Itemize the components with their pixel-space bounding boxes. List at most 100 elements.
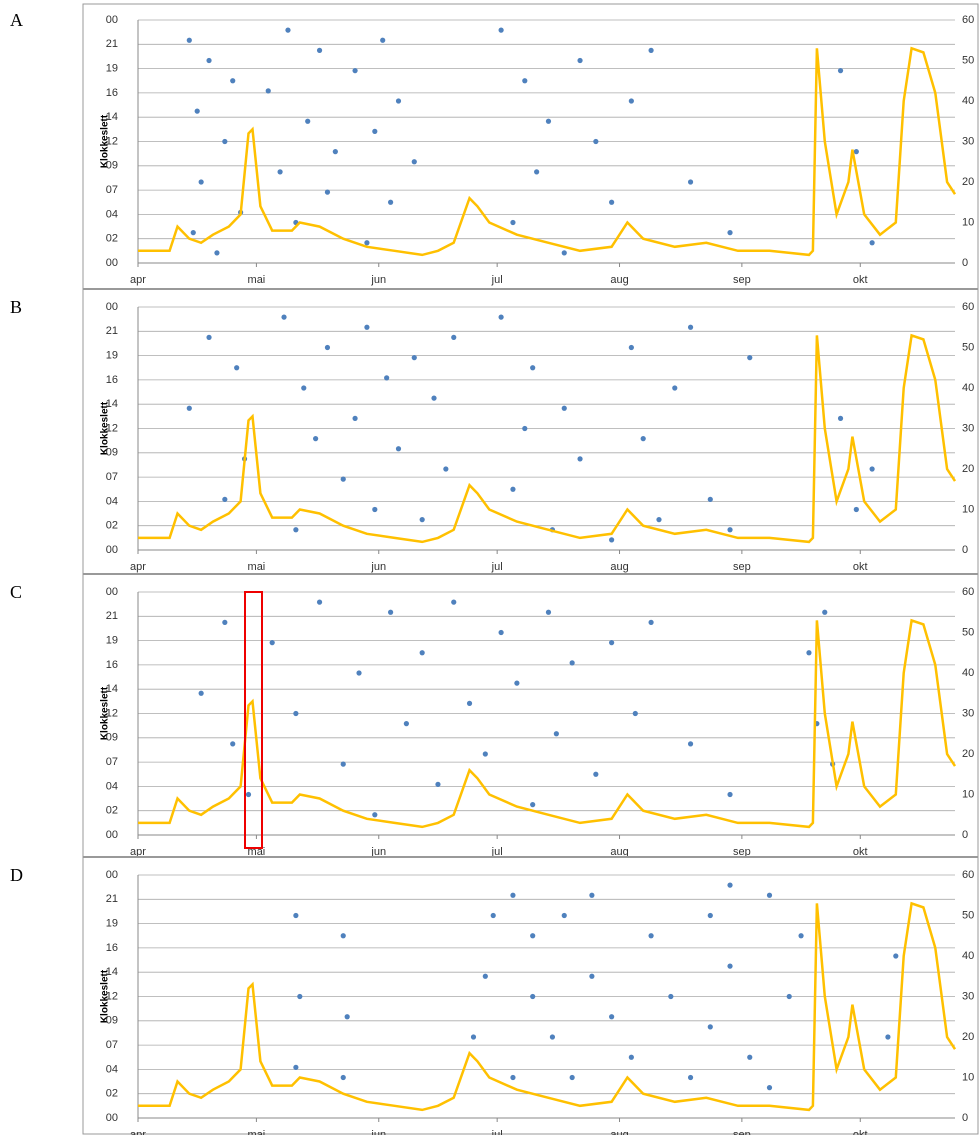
point xyxy=(435,781,441,787)
y2-tick-label: 0 xyxy=(962,257,968,269)
point xyxy=(522,78,528,84)
frame xyxy=(82,3,979,1135)
point xyxy=(372,506,378,513)
y-tick-label: 14 xyxy=(106,966,118,978)
point xyxy=(482,973,488,979)
y-tick-label: 04 xyxy=(106,495,118,507)
x-tick-label: okt xyxy=(853,274,868,286)
y-tick-label: 16 xyxy=(106,374,118,386)
point xyxy=(364,240,370,246)
y-tick-label: 21 xyxy=(106,38,118,50)
point xyxy=(530,802,536,808)
point xyxy=(837,68,844,74)
point xyxy=(324,344,331,351)
point xyxy=(222,138,228,145)
point xyxy=(281,314,287,320)
y-tick-label: 04 xyxy=(106,208,118,220)
y-tick-label: 02 xyxy=(106,805,118,817)
point xyxy=(609,199,615,205)
y2-tick-label: 30 xyxy=(962,135,974,147)
point xyxy=(293,527,299,533)
x-tick-label: apr xyxy=(130,561,146,573)
panel-letter: A xyxy=(10,10,23,30)
y-tick-label: 09 xyxy=(106,160,118,172)
x-tick-label: apr xyxy=(130,846,146,858)
point xyxy=(214,250,220,256)
point xyxy=(593,771,599,777)
point xyxy=(747,1054,753,1060)
point xyxy=(395,98,402,104)
point xyxy=(869,466,875,472)
x-tick-label: jun xyxy=(370,274,386,286)
point xyxy=(869,240,875,246)
point xyxy=(451,334,457,340)
x-tick-label: jun xyxy=(370,846,386,858)
point xyxy=(395,446,402,452)
y-axis-title: Klokkeslett xyxy=(100,969,111,1023)
y-tick-label: 09 xyxy=(106,1015,118,1027)
point xyxy=(419,650,425,656)
y-tick-label: 12 xyxy=(106,990,118,1002)
point xyxy=(297,993,303,1000)
point xyxy=(206,334,212,340)
point xyxy=(498,629,504,636)
point xyxy=(198,690,204,696)
point xyxy=(387,199,394,205)
x-tick-label: okt xyxy=(853,561,868,573)
point xyxy=(443,466,449,472)
y-tick-label: 21 xyxy=(106,325,118,337)
x-tick-label: jul xyxy=(491,846,503,858)
highlight-box xyxy=(244,591,263,849)
point xyxy=(332,149,338,155)
y2-tick-label: 20 xyxy=(962,748,974,760)
y-tick-label: 02 xyxy=(106,233,118,245)
x-tick-label: okt xyxy=(853,1129,868,1135)
point xyxy=(561,405,567,411)
point xyxy=(269,640,275,646)
x-tick-label: sep xyxy=(733,1129,751,1135)
flow-line xyxy=(138,618,957,829)
y-tick-label: 09 xyxy=(106,732,118,744)
point xyxy=(194,108,200,114)
y2-tick-label: 10 xyxy=(962,788,974,800)
point xyxy=(305,118,311,124)
point xyxy=(766,1085,773,1091)
flow-line xyxy=(138,46,957,257)
y-tick-label: 00 xyxy=(106,257,118,269)
point xyxy=(344,1014,350,1020)
point xyxy=(301,385,307,391)
point xyxy=(293,912,299,919)
point xyxy=(569,660,575,666)
flow-line xyxy=(138,333,957,544)
point xyxy=(822,609,828,615)
point xyxy=(672,385,678,391)
y2-tick-label: 50 xyxy=(962,909,974,921)
point xyxy=(609,1014,615,1020)
point xyxy=(530,365,536,371)
point xyxy=(411,355,417,361)
point xyxy=(648,47,654,53)
point xyxy=(628,1054,634,1060)
y-tick-label: 19 xyxy=(106,63,118,75)
point xyxy=(384,375,390,381)
point xyxy=(798,933,804,939)
panel-letter: B xyxy=(10,297,22,317)
point xyxy=(403,721,409,727)
y2-tick-label: 30 xyxy=(962,707,974,719)
point xyxy=(451,599,457,605)
point xyxy=(340,1074,346,1081)
point xyxy=(766,892,773,898)
y2-tick-label: 10 xyxy=(962,1071,974,1083)
y-tick-label: 12 xyxy=(106,422,118,434)
point xyxy=(316,47,323,53)
point xyxy=(498,27,504,33)
y-axis-title: Klokkeslett xyxy=(100,686,111,740)
y2-tick-label: 50 xyxy=(962,626,974,638)
point xyxy=(545,118,552,124)
point xyxy=(893,953,899,959)
point xyxy=(285,27,291,33)
point xyxy=(340,476,346,482)
point xyxy=(569,1074,575,1081)
y-tick-label: 02 xyxy=(106,520,118,532)
y-tick-label: 14 xyxy=(106,111,118,123)
